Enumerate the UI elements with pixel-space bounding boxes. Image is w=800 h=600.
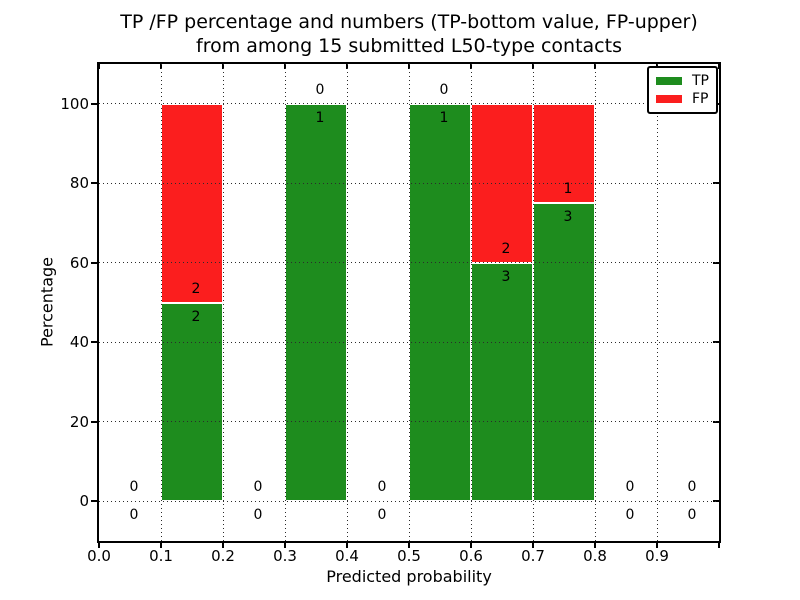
bar-segment-tp: [161, 302, 223, 502]
x-tick-mark: [470, 543, 472, 548]
fp-count-label: 0: [625, 479, 635, 496]
gridline-vertical: [160, 64, 162, 541]
y-tick-mark: [91, 261, 97, 264]
y-tick-mark: [91, 182, 97, 185]
fp-count-label: 2: [191, 280, 201, 297]
fp-count-label: 0: [377, 479, 387, 496]
x-tick-mark: [98, 543, 100, 548]
y-tick-label: 40: [69, 333, 89, 352]
x-tick-label: 0.8: [583, 547, 607, 565]
bar-segment-tp: [471, 262, 533, 502]
legend: TP FP: [647, 66, 718, 114]
bar-segment-tp: [533, 203, 595, 502]
x-tick-label: 0.5: [397, 547, 421, 565]
legend-label-fp: FP: [692, 91, 709, 107]
y-tick-mark: [91, 102, 97, 105]
gridline-vertical: [470, 64, 472, 541]
fp-count-label: 0: [315, 81, 325, 98]
x-tick-mark: [408, 543, 410, 548]
tp-count-label: 3: [563, 209, 573, 226]
tp-count-label: 0: [625, 507, 635, 524]
x-tick-label: 0.3: [273, 547, 297, 565]
tp-count-label: 3: [501, 268, 511, 285]
x-tick-label: 0.4: [335, 547, 359, 565]
chart-title: TP /FP percentage and numbers (TP-bottom…: [99, 10, 719, 58]
y-tick-mark: [91, 420, 97, 423]
fp-count-label: 0: [687, 479, 697, 496]
bar-segment-tp: [285, 103, 347, 502]
y-tick-label: 80: [69, 174, 89, 193]
chart-title-line2: from among 15 submitted L50-type contact…: [196, 35, 622, 57]
bar-segment-tp: [409, 103, 471, 502]
gridline-vertical: [532, 64, 534, 541]
x-tick-label: 0.2: [211, 547, 235, 565]
x-tick-mark: [532, 543, 534, 548]
fp-color-swatch: [656, 95, 682, 103]
x-tick-mark: [284, 543, 286, 548]
x-tick-mark: [718, 543, 720, 548]
y-tick-label: 20: [69, 412, 89, 431]
y-tick-label: 60: [69, 253, 89, 272]
x-tick-mark-top: [98, 64, 100, 69]
gridline-vertical: [284, 64, 286, 541]
bar-segment-fp: [533, 103, 595, 204]
tp-count-label: 0: [253, 507, 263, 524]
gridline-vertical: [656, 64, 658, 541]
bar-segment-fp: [161, 103, 223, 303]
x-tick-mark: [222, 543, 224, 548]
legend-item-fp: FP: [656, 91, 709, 107]
fp-count-label: 0: [439, 81, 449, 98]
fp-count-label: 0: [129, 479, 139, 496]
x-tick-mark: [656, 543, 658, 548]
fp-count-label: 2: [501, 240, 511, 257]
tp-count-label: 1: [439, 109, 449, 126]
tp-count-label: 1: [315, 109, 325, 126]
y-tick-label: 0: [79, 492, 89, 511]
y-tick-mark: [91, 500, 97, 503]
x-tick-label: 0.9: [645, 547, 669, 565]
gridline-vertical: [408, 64, 410, 541]
x-tick-mark: [346, 543, 348, 548]
x-tick-label: 0.0: [87, 547, 111, 565]
tp-count-label: 0: [687, 507, 697, 524]
y-tick-mark: [91, 341, 97, 344]
gridline-vertical: [222, 64, 224, 541]
tp-count-label: 0: [129, 507, 139, 524]
tp-count-label: 2: [191, 308, 201, 325]
chart-title-line1: TP /FP percentage and numbers (TP-bottom…: [120, 11, 698, 33]
gridline-vertical: [346, 64, 348, 541]
x-tick-label: 0.7: [521, 547, 545, 565]
x-tick-mark: [594, 543, 596, 548]
legend-item-tp: TP: [656, 73, 709, 89]
tp-count-label: 0: [377, 507, 387, 524]
tp-color-swatch: [656, 77, 682, 85]
legend-label-tp: TP: [692, 73, 709, 89]
gridline-vertical: [594, 64, 596, 541]
x-axis-label: Predicted probability: [326, 567, 492, 586]
x-tick-mark: [160, 543, 162, 548]
x-tick-label: 0.1: [149, 547, 173, 565]
fp-count-label: 0: [253, 479, 263, 496]
fp-count-label: 1: [563, 181, 573, 198]
x-tick-label: 0.6: [459, 547, 483, 565]
y-tick-label: 100: [60, 94, 89, 113]
plot-area: 0 0 2 2 0 0 0 1 0 0 0 1 2 3 1 3 0 0 0 0: [91, 62, 721, 548]
x-tick-mark-top: [718, 64, 720, 69]
